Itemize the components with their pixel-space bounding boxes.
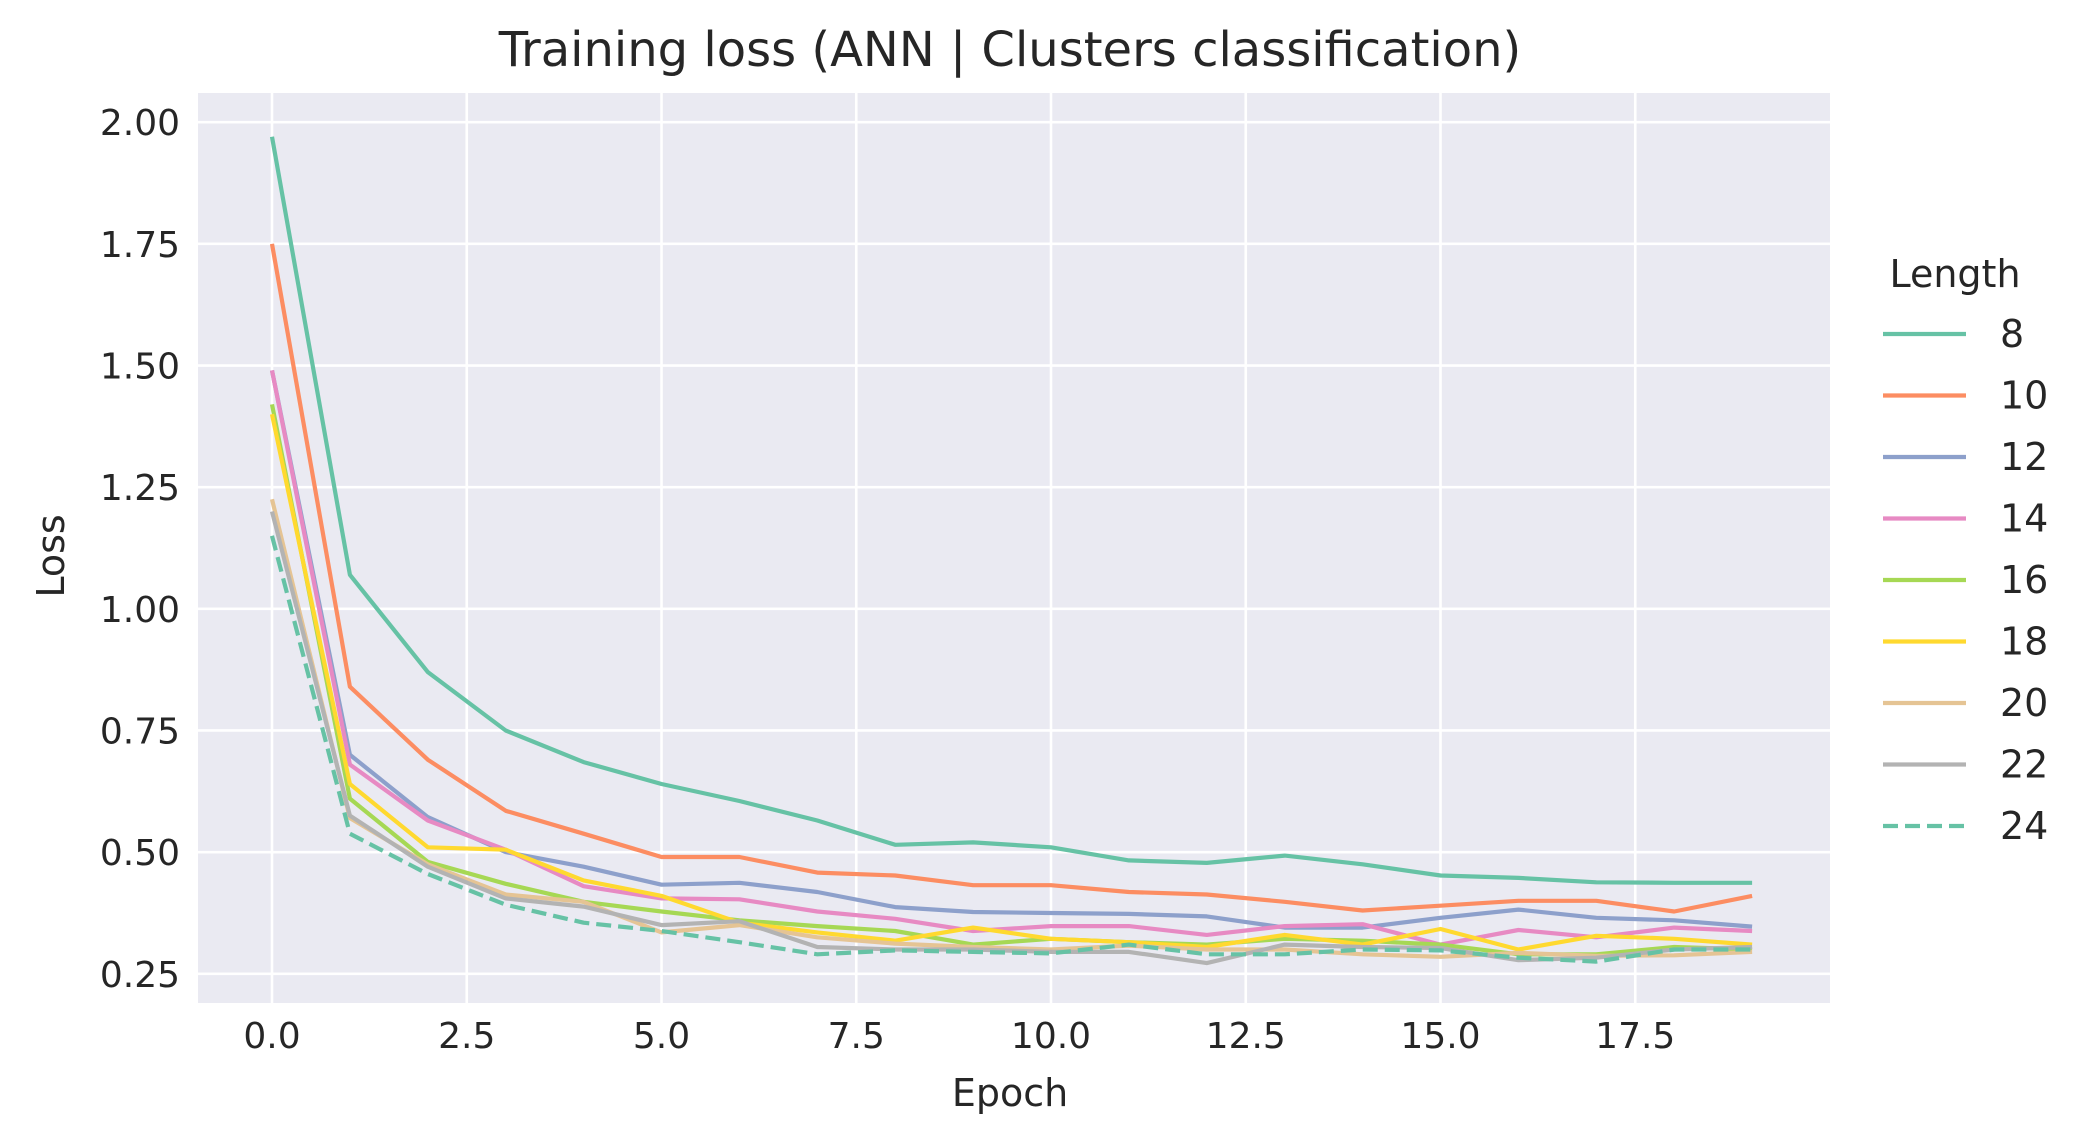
legend-label-16: 16 bbox=[2000, 558, 2048, 602]
x-tick-label: 10.0 bbox=[1011, 1016, 1091, 1057]
x-axis-ticks: 0.0 2.5 5.0 7.5 10.0 12.5 15.0 17.5 bbox=[243, 1016, 1675, 1057]
x-tick-label: 5.0 bbox=[633, 1016, 690, 1057]
legend-label-12: 12 bbox=[2000, 435, 2048, 479]
y-axis-ticks: 0.25 0.50 0.75 1.00 1.25 1.50 1.75 2.00 bbox=[100, 103, 180, 996]
series-line-18 bbox=[269, 413, 1753, 952]
series-line-10 bbox=[269, 243, 1753, 914]
legend-label-24: 24 bbox=[2000, 804, 2048, 848]
legend-label-20: 20 bbox=[2000, 681, 2048, 725]
y-tick-label: 1.25 bbox=[100, 468, 180, 509]
legend-title: Length bbox=[1889, 252, 2020, 296]
x-tick-label: 17.5 bbox=[1595, 1016, 1675, 1057]
legend-label-22: 22 bbox=[2000, 743, 2048, 787]
y-tick-label: 2.00 bbox=[100, 103, 180, 144]
legend-items: 8 10 12 14 16 18 20 22 24 bbox=[1883, 312, 2048, 848]
legend-label-8: 8 bbox=[2000, 312, 2024, 356]
chart-title: Training loss (ANN | Clusters classifica… bbox=[498, 22, 1522, 78]
y-tick-label: 1.50 bbox=[100, 347, 180, 388]
y-tick-label: 1.75 bbox=[100, 225, 180, 266]
legend: Length 8 10 12 14 16 18 20 22 24 bbox=[1883, 252, 2048, 848]
x-axis-label: Epoch bbox=[952, 1071, 1068, 1115]
y-tick-label: 0.25 bbox=[100, 955, 180, 996]
series-line-8 bbox=[269, 136, 1753, 885]
y-axis-label: Loss bbox=[29, 514, 73, 597]
legend-label-18: 18 bbox=[2000, 620, 2048, 664]
x-tick-label: 0.0 bbox=[243, 1016, 300, 1057]
x-tick-label: 15.0 bbox=[1400, 1016, 1480, 1057]
legend-label-10: 10 bbox=[2000, 374, 2048, 418]
y-tick-label: 0.75 bbox=[100, 711, 180, 752]
series-layer bbox=[269, 136, 1753, 966]
series-line-20 bbox=[269, 498, 1753, 959]
y-tick-label: 0.50 bbox=[100, 833, 180, 874]
x-tick-label: 12.5 bbox=[1206, 1016, 1286, 1057]
x-tick-label: 2.5 bbox=[438, 1016, 495, 1057]
grid bbox=[198, 93, 1830, 1003]
y-tick-label: 1.00 bbox=[100, 590, 180, 631]
series-line-24 bbox=[269, 535, 1753, 964]
x-tick-label: 7.5 bbox=[828, 1016, 885, 1057]
legend-label-14: 14 bbox=[2000, 497, 2048, 541]
